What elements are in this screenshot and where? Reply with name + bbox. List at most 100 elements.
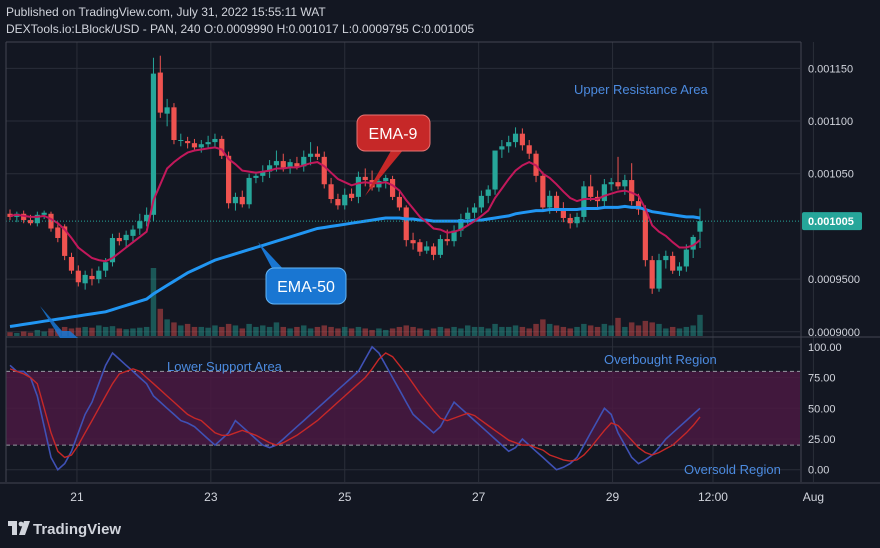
candle[interactable] [335, 193, 341, 210]
candle[interactable] [683, 244, 689, 272]
candle[interactable] [48, 211, 54, 232]
candle[interactable] [506, 135, 512, 153]
candle[interactable] [492, 150, 498, 195]
candle[interactable] [656, 253, 662, 292]
candle[interactable] [89, 268, 95, 286]
candle[interactable] [14, 211, 20, 223]
price-axis[interactable]: 0.001150 0.001100 0.001050 0.0009500 0.00090… [808, 63, 860, 338]
tradingview-logo[interactable]: TradingView [8, 521, 121, 538]
candle[interactable] [342, 188, 348, 210]
candle[interactable] [205, 135, 211, 149]
candle[interactable] [232, 192, 239, 211]
candle[interactable] [430, 243, 437, 261]
candle[interactable] [362, 168, 368, 187]
volume-bar [444, 328, 450, 336]
candle-body [581, 186, 587, 217]
candle[interactable] [417, 239, 423, 256]
candle[interactable] [465, 207, 471, 227]
volume-bars [7, 268, 703, 336]
candle[interactable] [581, 181, 587, 223]
candle[interactable] [540, 171, 546, 212]
candle[interactable] [697, 208, 703, 249]
candle[interactable] [348, 188, 355, 202]
candle[interactable] [191, 138, 198, 150]
volume-bar [246, 323, 252, 336]
candle[interactable] [116, 232, 122, 246]
candle-body [348, 193, 355, 198]
volume-bar [683, 326, 690, 336]
candle[interactable] [164, 98, 170, 127]
symbol-name[interactable]: DEXTools.io:LBlock/USD - PAN, 240 [6, 22, 201, 36]
candle[interactable] [157, 55, 163, 118]
candle[interactable] [185, 136, 191, 149]
candle[interactable] [526, 140, 532, 159]
candle[interactable] [588, 174, 594, 202]
candle[interactable] [499, 140, 505, 158]
candle[interactable] [424, 241, 430, 254]
candle[interactable] [396, 191, 403, 211]
candle[interactable] [239, 190, 245, 208]
candle[interactable] [55, 224, 61, 243]
candle[interactable] [150, 57, 157, 222]
candle[interactable] [212, 133, 218, 148]
candle[interactable] [376, 177, 382, 192]
candle[interactable] [109, 233, 116, 267]
candle[interactable] [389, 175, 396, 201]
ema50-line [9, 204, 701, 328]
candle[interactable] [601, 178, 607, 207]
candle[interactable] [519, 128, 525, 151]
candle[interactable] [471, 203, 478, 218]
candle[interactable] [123, 230, 129, 248]
candle[interactable] [321, 151, 327, 189]
candle[interactable] [246, 173, 252, 209]
candle[interactable] [560, 202, 566, 223]
time-axis[interactable]: 21 23 25 27 29 12:00 Aug [70, 490, 824, 504]
candle[interactable] [41, 210, 47, 220]
candle[interactable] [451, 225, 457, 247]
candle[interactable] [198, 140, 204, 153]
candle[interactable] [171, 103, 177, 145]
candle[interactable] [82, 270, 88, 290]
candle[interactable] [144, 207, 150, 227]
candle-body [676, 266, 683, 271]
candle[interactable] [130, 225, 136, 243]
candle[interactable] [615, 156, 621, 190]
candle[interactable] [21, 210, 27, 224]
candle[interactable] [676, 262, 683, 276]
candle[interactable] [437, 234, 443, 259]
volume-bar [485, 328, 491, 336]
candle[interactable] [410, 232, 416, 250]
candle[interactable] [34, 211, 40, 227]
candle[interactable] [663, 250, 669, 269]
candle[interactable] [301, 150, 307, 172]
candle[interactable] [608, 177, 614, 191]
candle[interactable] [574, 212, 580, 228]
candle[interactable] [355, 171, 362, 204]
candle[interactable] [178, 133, 184, 147]
candle[interactable] [226, 151, 232, 209]
candle[interactable] [137, 213, 143, 235]
candle[interactable] [328, 177, 334, 204]
candle[interactable] [96, 266, 102, 284]
candle[interactable] [403, 205, 409, 247]
candle[interactable] [485, 185, 491, 204]
candle[interactable] [68, 252, 75, 274]
candle[interactable] [670, 251, 676, 274]
candle[interactable] [307, 142, 314, 166]
candle[interactable] [287, 158, 293, 174]
candle[interactable] [458, 213, 464, 237]
candle[interactable] [314, 146, 321, 161]
candle[interactable] [267, 160, 273, 178]
candle[interactable] [260, 165, 266, 183]
volume-bar [184, 323, 191, 336]
price-badge-label: 0.001005 [808, 216, 854, 228]
candle[interactable] [219, 135, 225, 159]
candle[interactable] [629, 163, 635, 206]
candle[interactable] [478, 190, 484, 213]
candle[interactable] [649, 255, 655, 294]
candle[interactable] [512, 127, 519, 148]
candle[interactable] [642, 205, 648, 267]
candle[interactable] [75, 265, 81, 287]
oscillator-axis[interactable]: 100.00 75.00 50.00 25.00 0.00 [808, 342, 842, 477]
